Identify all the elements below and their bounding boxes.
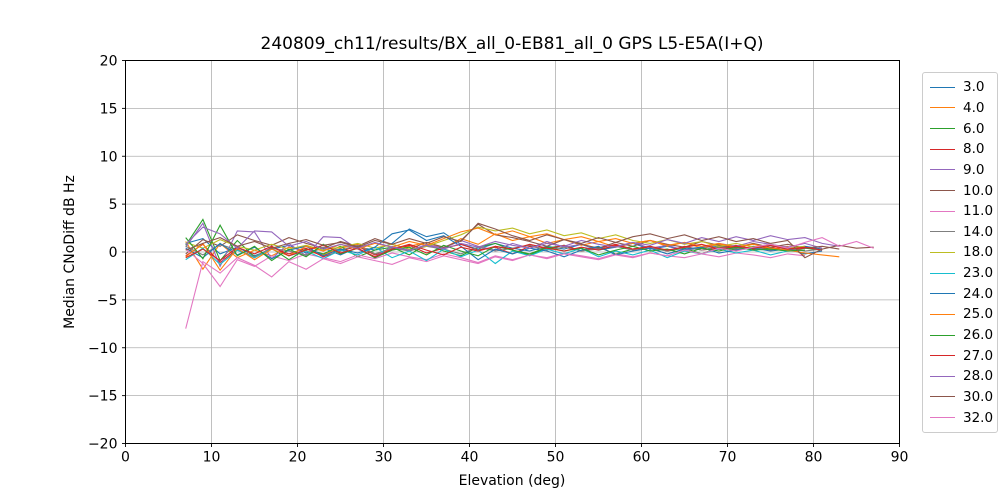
- legend-label: 26.0: [963, 327, 994, 343]
- x-tick-label: 60: [633, 450, 651, 466]
- y-tick-label: 15: [100, 101, 118, 117]
- legend-line-swatch: [930, 107, 955, 109]
- legend-line-swatch: [930, 128, 955, 130]
- legend-label: 23.0: [963, 265, 994, 282]
- legend-item-28.0: 28.0: [930, 366, 994, 386]
- legend-line-swatch: [930, 169, 955, 171]
- legend-item-23.0: 23.0: [930, 263, 994, 283]
- legend-item-3.0: 3.0: [930, 77, 990, 97]
- series-line-14.0: [185, 243, 823, 258]
- series-line-24.0: [185, 229, 823, 261]
- legend-item-32.0: 32.0: [930, 408, 994, 428]
- legend-item-9.0: 9.0: [930, 160, 990, 180]
- y-tick-label: 10: [100, 149, 118, 165]
- x-tick-label: 50: [547, 450, 565, 466]
- y-tick-label: −20: [88, 437, 118, 453]
- series-lines: [185, 218, 874, 329]
- legend-line-swatch: [930, 210, 955, 212]
- legend-item-11.0: 11.0: [930, 201, 994, 221]
- series-line-27.0: [185, 243, 823, 262]
- legend-line-swatch: [930, 251, 955, 253]
- legend-item-18.0: 18.0: [930, 242, 994, 262]
- series-line-32.0: [185, 237, 874, 329]
- legend-label: 3.0: [963, 79, 985, 96]
- series-line-30.0: [185, 222, 874, 259]
- legend-item-24.0: 24.0: [930, 284, 994, 304]
- x-tick-label: 0: [121, 450, 130, 466]
- legend-line-swatch: [930, 313, 955, 315]
- legend: 3.0 4.0 6.0 8.0 9.0 10.0 11.0 14.0 18.0 23.0 24.0 2…: [922, 72, 998, 433]
- legend-line-swatch: [930, 272, 955, 274]
- series-line-28.0: [185, 226, 840, 251]
- y-tick-label: 0: [109, 245, 118, 261]
- legend-label: 28.0: [963, 368, 994, 385]
- legend-label: 30.0: [963, 388, 994, 405]
- legend-line-swatch: [930, 417, 955, 419]
- legend-line-swatch: [930, 355, 955, 357]
- legend-item-14.0: 14.0: [930, 222, 994, 242]
- legend-line-swatch: [930, 293, 955, 295]
- x-axis-label: Elevation (deg): [459, 473, 566, 489]
- y-tick-label: −15: [88, 389, 118, 405]
- legend-item-4.0: 4.0: [930, 98, 990, 118]
- legend-line-swatch: [930, 148, 955, 150]
- legend-line-swatch: [930, 231, 955, 233]
- legend-label: 6.0: [963, 120, 985, 137]
- legend-line-swatch: [930, 86, 955, 88]
- legend-item-25.0: 25.0: [930, 304, 994, 324]
- x-tick-label: 30: [375, 450, 393, 466]
- y-tick-label: 5: [109, 197, 118, 213]
- x-tick-label: 40: [461, 450, 479, 466]
- legend-label: 11.0: [963, 203, 994, 220]
- series-line-25.0: [185, 227, 840, 272]
- y-tick-label: 20: [100, 54, 118, 70]
- legend-label: 18.0: [963, 244, 994, 261]
- legend-line-swatch: [930, 396, 955, 398]
- x-tick-label: 90: [891, 450, 909, 466]
- legend-line-swatch: [930, 334, 955, 336]
- legend-label: 8.0: [963, 141, 985, 158]
- chart-title: 240809_ch11/results/BX_all_0-EB81_all_0 …: [261, 34, 764, 54]
- legend-label: 25.0: [963, 306, 994, 323]
- legend-label: 9.0: [963, 161, 985, 178]
- legend-label: 27.0: [963, 347, 994, 364]
- legend-item-27.0: 27.0: [930, 346, 994, 366]
- legend-line-swatch: [930, 190, 955, 192]
- legend-line-swatch: [930, 375, 955, 377]
- legend-item-30.0: 30.0: [930, 387, 994, 407]
- axes: 0 10 20 30 40 50 60 70 80 90 −20 −15 −10 −5 0 5 10 15 20: [88, 54, 908, 466]
- x-tick-label: 70: [719, 450, 737, 466]
- legend-label: 32.0: [963, 409, 994, 426]
- x-tick-label: 80: [805, 450, 823, 466]
- legend-label: 14.0: [963, 223, 994, 240]
- y-tick-label: −5: [97, 293, 118, 309]
- legend-item-26.0: 26.0: [930, 325, 994, 345]
- legend-item-8.0: 8.0: [930, 139, 990, 159]
- legend-label: 24.0: [963, 285, 994, 302]
- y-axis-label: Median CNoDiff dB Hz: [62, 175, 78, 329]
- legend-item-10.0: 10.0: [930, 181, 994, 201]
- y-tick-label: −10: [88, 341, 118, 357]
- x-tick-label: 10: [203, 450, 221, 466]
- x-tick-label: 20: [289, 450, 307, 466]
- legend-label: 10.0: [963, 182, 994, 199]
- legend-label: 4.0: [963, 99, 985, 116]
- legend-item-6.0: 6.0: [930, 119, 990, 139]
